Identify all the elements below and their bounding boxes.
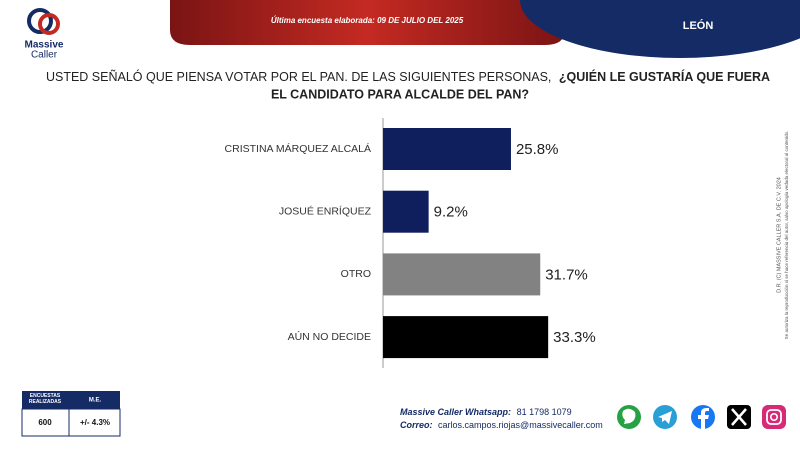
footer-line: Massive Caller Whatsapp: 81 1798 1079 — [400, 407, 572, 417]
value-label: 25.8% — [516, 141, 559, 158]
logo-text: Massive — [25, 40, 64, 51]
chart-title: USTED SEÑALÓ QUE PIENSA VOTAR POR EL PAN… — [46, 69, 770, 84]
footer-label: Correo: — [400, 420, 433, 430]
side-note-text: Se autoriza la reproducción si se hace r… — [784, 131, 789, 340]
category-label: JOSUÉ ENRÍQUEZ — [279, 204, 372, 217]
chart-title: EL CANDIDATO PARA ALCALDE DEL PAN? — [271, 87, 529, 101]
instagram-icon[interactable] — [762, 405, 786, 429]
logo-text: Caller — [31, 50, 58, 61]
footer-value: 81 1798 1079 — [517, 407, 572, 417]
bars: CRISTINA MÁRQUEZ ALCALÁ 25.8% JOSUÉ ENRÍQU… — [225, 128, 596, 359]
table-cell: 600 — [38, 418, 52, 427]
value-label: 31.7% — [545, 266, 588, 283]
bar — [383, 253, 541, 296]
table-header: ENCUESTAS REALIZADAS — [29, 393, 62, 405]
footer-line: Correo: carlos.campos.riojas@massivecall… — [400, 420, 603, 430]
bar — [383, 316, 549, 359]
logo: Massive Caller — [25, 8, 64, 61]
title-part: USTED SEÑALÓ QUE PIENSA VOTAR POR EL PAN… — [46, 69, 551, 84]
region: LEÓN — [683, 19, 714, 32]
category-label: CRISTINA MÁRQUEZ ALCALÁ — [225, 142, 371, 155]
region-band — [520, 0, 800, 58]
bar — [383, 128, 511, 170]
footer-label: Massive Caller Whatsapp: — [400, 407, 511, 417]
title-part: ¿QUIÉN LE GUSTARÍA QUE FUERA — [559, 69, 770, 84]
category-label: AÚN NO DECIDE — [288, 330, 371, 343]
header-band — [170, 0, 565, 45]
survey-date: Última encuesta elaborada: 09 DE JULIO D… — [271, 16, 464, 25]
value-label: 9.2% — [434, 204, 468, 221]
summary-table: ENCUESTAS REALIZADAS M.E. 600 +/- 4.3% — [21, 391, 121, 437]
category-label: OTRO — [341, 268, 371, 280]
bar — [383, 190, 429, 233]
footer-value: carlos.campos.riojas@massivecaller.com — [438, 420, 603, 430]
value-label: 33.3% — [553, 329, 596, 346]
social-icons — [617, 405, 786, 429]
table-cell: +/- 4.3% — [80, 418, 110, 427]
side-note: D.R. (C) MASSIVE CALLER S.A. DE C.V. 202… — [776, 131, 789, 340]
side-note-text: D.R. (C) MASSIVE CALLER S.A. DE C.V. 202… — [776, 177, 782, 293]
table-header: M.E. — [89, 398, 102, 404]
